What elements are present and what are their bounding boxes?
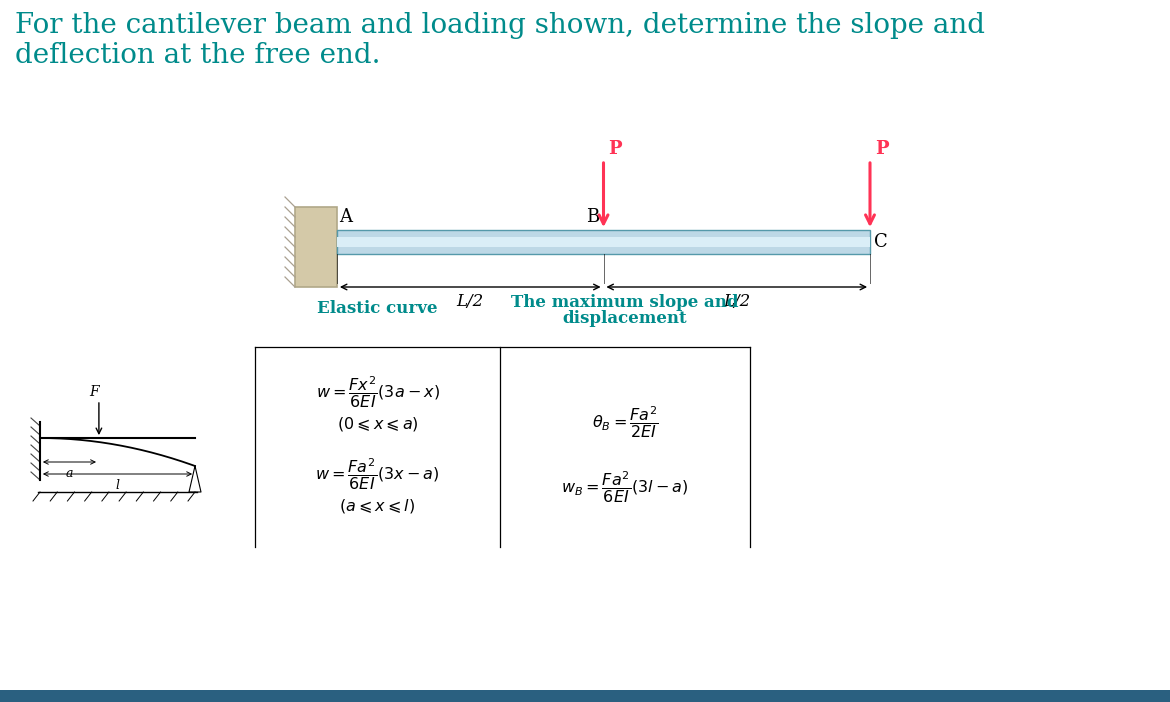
Text: Elastic curve: Elastic curve bbox=[317, 300, 438, 317]
Text: P: P bbox=[875, 140, 889, 158]
Text: C: C bbox=[874, 233, 888, 251]
Bar bbox=[337, 230, 870, 254]
Text: $(0 \leqslant x \leqslant a)$: $(0 \leqslant x \leqslant a)$ bbox=[337, 415, 419, 433]
Text: $(a \leqslant x \leqslant l)$: $(a \leqslant x \leqslant l)$ bbox=[339, 497, 415, 515]
Text: $w_B = \dfrac{Fa^2}{6EI}(3l - a)$: $w_B = \dfrac{Fa^2}{6EI}(3l - a)$ bbox=[562, 469, 689, 505]
Bar bbox=[295, 207, 337, 287]
Bar bbox=[337, 237, 870, 247]
Text: $w = \dfrac{Fa^2}{6EI}(3x - a)$: $w = \dfrac{Fa^2}{6EI}(3x - a)$ bbox=[316, 456, 440, 492]
Text: The maximum slope and: The maximum slope and bbox=[511, 294, 738, 311]
Text: $\theta_B = \dfrac{Fa^2}{2EI}$: $\theta_B = \dfrac{Fa^2}{2EI}$ bbox=[592, 404, 659, 440]
Text: $w = \dfrac{Fx^2}{6EI}(3a - x)$: $w = \dfrac{Fx^2}{6EI}(3a - x)$ bbox=[316, 374, 440, 410]
Text: F: F bbox=[89, 385, 98, 399]
Text: a: a bbox=[66, 467, 74, 480]
Text: L/2: L/2 bbox=[456, 293, 484, 310]
Text: For the cantilever beam and loading shown, determine the slope and: For the cantilever beam and loading show… bbox=[15, 12, 985, 39]
Text: L/2: L/2 bbox=[723, 293, 750, 310]
Text: l: l bbox=[116, 479, 119, 492]
Bar bbox=[0, 690, 1170, 702]
Text: displacement: displacement bbox=[563, 310, 687, 327]
Text: deflection at the free end.: deflection at the free end. bbox=[15, 42, 380, 69]
Text: B: B bbox=[586, 208, 599, 226]
Text: P: P bbox=[608, 140, 622, 158]
Text: A: A bbox=[339, 208, 352, 226]
